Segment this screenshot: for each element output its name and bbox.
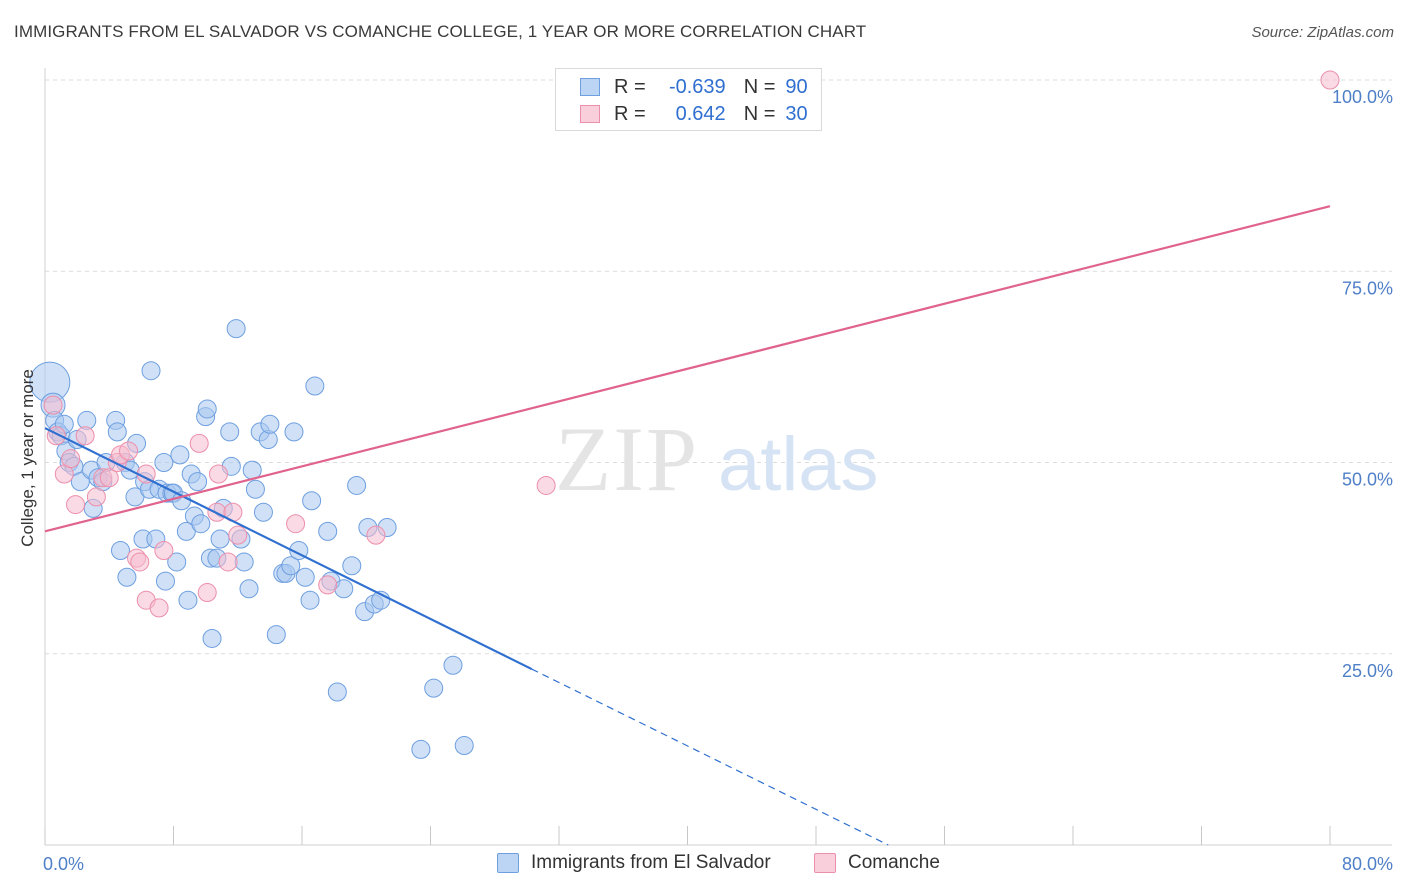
point-el-salvador — [253, 502, 273, 522]
series-swatch-pink — [814, 853, 836, 873]
point-comanche — [61, 449, 81, 469]
point-comanche — [119, 441, 139, 461]
point-el-salvador — [327, 682, 347, 702]
point-el-salvador — [239, 579, 259, 599]
point-comanche — [154, 540, 174, 560]
point-el-salvador — [178, 590, 198, 610]
y-tick-label: 75.0% — [1342, 278, 1393, 298]
data-points — [29, 70, 1340, 759]
series-label-comanche: Comanche — [848, 852, 940, 873]
point-el-salvador — [454, 736, 474, 756]
point-el-salvador — [300, 590, 320, 610]
y-tick-label: 50.0% — [1342, 470, 1393, 490]
point-comanche — [286, 514, 306, 534]
series-legend: Immigrants from El Salvador Comanche — [0, 852, 1406, 878]
x-tick-label: 80.0% — [1342, 854, 1393, 874]
legend-r-value: -0.639 — [668, 75, 726, 98]
x-tick-label: 0.0% — [43, 854, 84, 874]
point-el-salvador — [220, 422, 240, 442]
point-el-salvador — [202, 628, 222, 648]
source-credit: Source: ZipAtlas.com — [1251, 24, 1394, 41]
point-el-salvador — [117, 567, 137, 587]
point-el-salvador — [302, 491, 322, 511]
point-el-salvador — [424, 678, 444, 698]
series-swatch-blue — [497, 853, 519, 873]
point-el-salvador — [107, 422, 127, 442]
point-el-salvador — [260, 414, 280, 434]
point-comanche — [318, 575, 338, 595]
point-el-salvador — [245, 479, 265, 499]
point-comanche — [208, 464, 228, 484]
series-label-el-salvador: Immigrants from El Salvador — [531, 852, 771, 873]
point-el-salvador — [167, 552, 187, 572]
legend-n-label: N = — [743, 102, 776, 125]
point-comanche — [130, 552, 150, 572]
watermark-atlas: atlas — [718, 422, 879, 507]
axes — [44, 68, 1392, 846]
y-axis-label: College, 1 year or more — [18, 369, 37, 547]
watermark-zip: ZIP — [555, 408, 699, 510]
tick-labels: 100.0% 75.0% 50.0% 25.0% 0.0% 80.0% — [43, 87, 1393, 874]
point-el-salvador — [210, 529, 230, 549]
point-el-salvador — [443, 655, 463, 675]
point-comanche — [99, 468, 119, 488]
point-el-salvador — [284, 422, 304, 442]
point-comanche — [366, 525, 386, 545]
point-el-salvador — [266, 625, 286, 645]
point-comanche — [189, 433, 209, 453]
point-el-salvador — [411, 739, 431, 759]
legend-r-label: R = — [614, 75, 646, 98]
point-el-salvador — [141, 361, 161, 381]
legend-swatch-pink — [580, 105, 600, 123]
point-el-salvador — [342, 556, 362, 576]
point-el-salvador — [347, 475, 367, 495]
point-el-salvador — [191, 514, 211, 534]
legend-n-label: N = — [743, 75, 776, 98]
point-comanche — [228, 525, 248, 545]
legend-n-value: 30 — [785, 102, 808, 125]
point-comanche — [536, 475, 556, 495]
point-el-salvador — [154, 453, 174, 472]
point-comanche — [43, 395, 63, 415]
legend-n-value: 90 — [785, 75, 808, 98]
trend-line-comanche — [44, 205, 1331, 533]
legend-row-comanche: R = 0.642 N = 30 — [580, 102, 808, 126]
point-el-salvador — [305, 376, 325, 396]
point-comanche — [75, 426, 95, 446]
legend-row-el-salvador: R = -0.639 N = 90 — [580, 75, 808, 99]
point-el-salvador — [155, 571, 175, 591]
chart-title: IMMIGRANTS FROM EL SALVADOR VS COMANCHE … — [14, 22, 867, 41]
point-el-salvador — [110, 540, 130, 560]
point-el-salvador — [295, 567, 315, 587]
point-el-salvador — [226, 319, 246, 339]
y-tick-label: 25.0% — [1342, 661, 1393, 681]
series-legend-comanche: Comanche — [814, 852, 940, 874]
trend-line-el-salvador-extrapolated — [531, 668, 889, 846]
y-tick-label: 100.0% — [1332, 87, 1393, 107]
point-el-salvador — [170, 445, 190, 465]
point-comanche — [86, 487, 106, 507]
point-comanche — [149, 598, 169, 618]
watermark: ZIP atlas — [555, 408, 879, 510]
point-comanche — [66, 495, 86, 515]
point-el-salvador — [197, 399, 217, 419]
point-el-salvador — [334, 579, 354, 599]
trend-lines — [44, 205, 1331, 846]
point-el-salvador — [234, 552, 254, 572]
correlation-legend: R = -0.639 N = 90 R = 0.642 N = 30 — [555, 68, 822, 131]
series-legend-el-salvador: Immigrants from El Salvador — [497, 852, 771, 874]
point-el-salvador — [188, 472, 208, 492]
point-el-salvador — [281, 556, 301, 576]
legend-swatch-blue — [580, 78, 600, 96]
point-comanche — [197, 583, 217, 603]
legend-r-value: 0.642 — [675, 102, 726, 125]
legend-r-label: R = — [614, 102, 646, 125]
point-comanche — [218, 552, 238, 572]
trend-line-el-salvador — [44, 427, 533, 671]
point-el-salvador — [318, 521, 338, 541]
point-comanche — [1320, 70, 1340, 90]
